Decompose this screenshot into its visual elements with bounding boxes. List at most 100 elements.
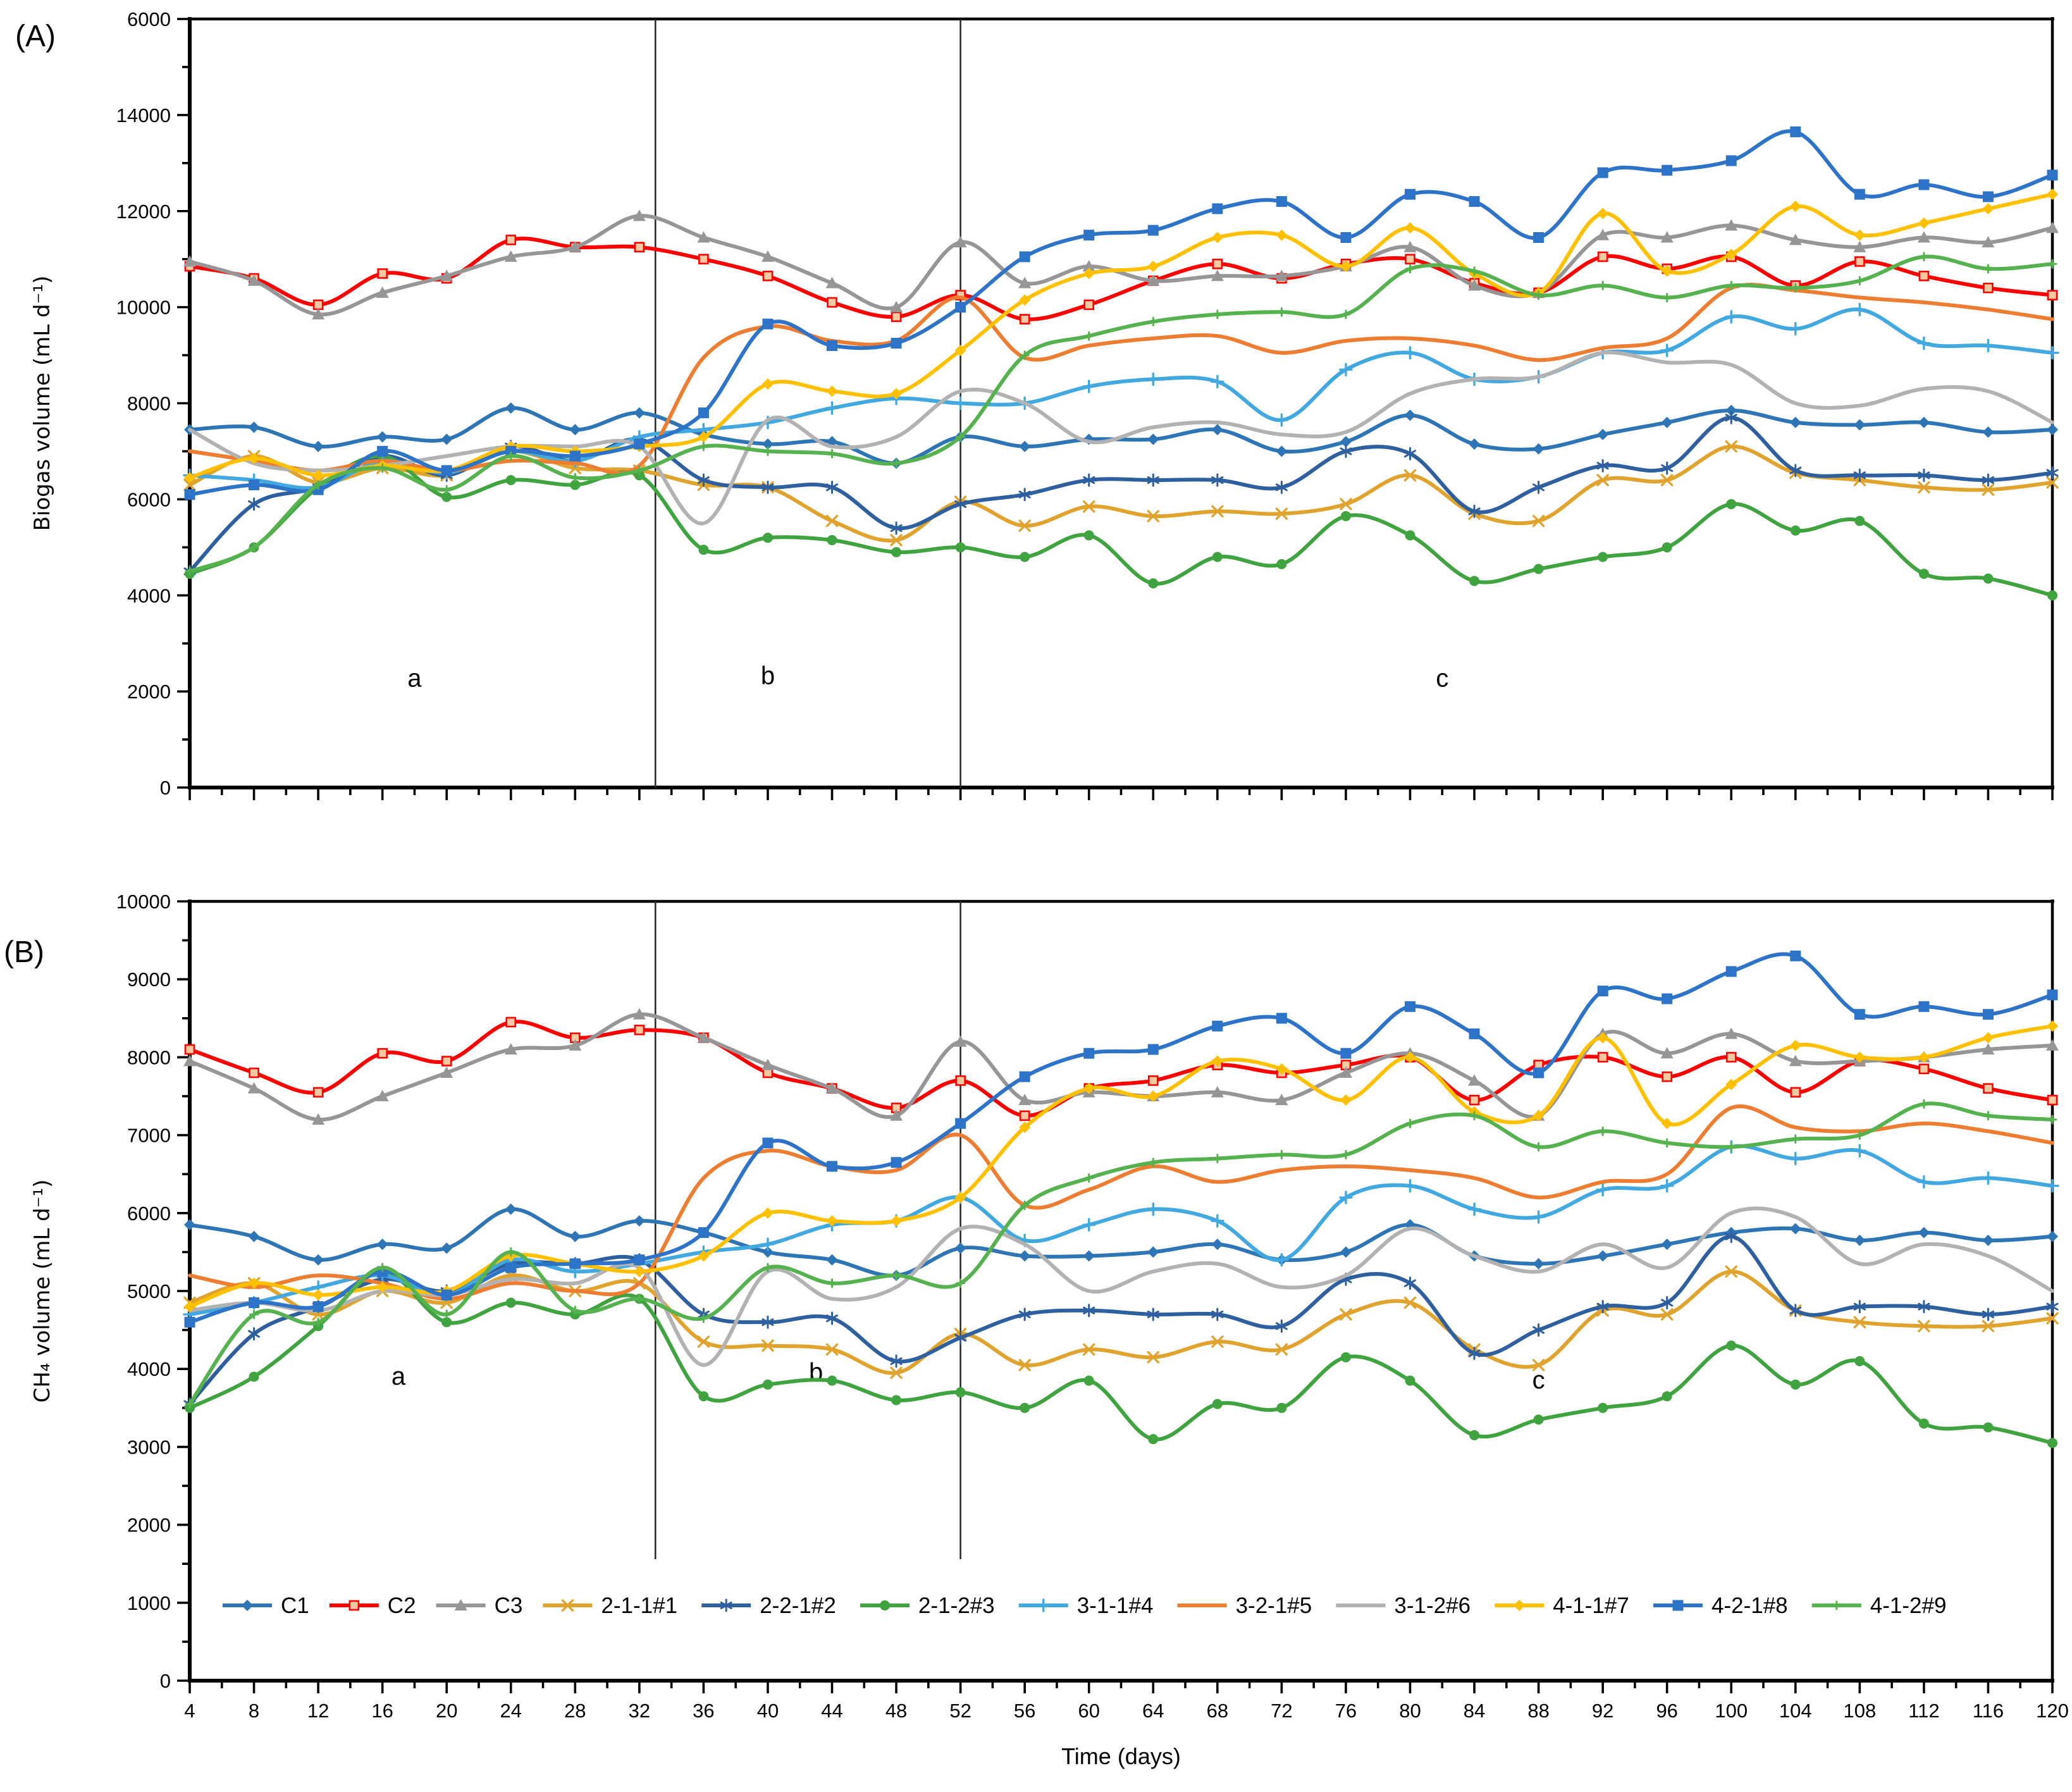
- y-tick-label: 0: [160, 1670, 171, 1692]
- x-tick-label: 40: [757, 1700, 779, 1722]
- series-4-2-1#8-line: [188, 952, 2054, 1325]
- legend-item-3-2-1#5: 3-2-1#5: [1177, 1593, 1312, 1618]
- y-tick-label: 4000: [127, 1358, 171, 1380]
- series-3-1-2#6: [188, 350, 2054, 526]
- y-tick-label: 2000: [127, 681, 171, 703]
- series-C2: [184, 1016, 2058, 1122]
- series-4-2-1#8: [184, 950, 2058, 1328]
- series-2-1-1#1-line: [188, 1270, 2054, 1375]
- x-tick-label: 84: [1464, 1700, 1485, 1722]
- x-tick-label: 116: [1973, 1700, 2004, 1722]
- legend-item-4-1-2#9: 4-1-2#9: [1811, 1593, 1946, 1618]
- series-4-1-2#9-line: [188, 254, 2054, 574]
- series-C3-line: [188, 1012, 2054, 1122]
- legend-label: C3: [495, 1593, 523, 1618]
- legend-item-3-1-1#4: 3-1-1#4: [1018, 1593, 1153, 1618]
- series-4-1-2#9: [185, 1099, 2057, 1409]
- legend-item-C2: C2: [329, 1593, 416, 1618]
- x-tick-label: 28: [564, 1700, 586, 1722]
- y-axis-ticks: 0 2000 4000 6000 8000 10000 12000 14000 6000: [116, 8, 190, 799]
- y-tick-label: 12000: [116, 201, 171, 223]
- legend-label: 3-1-2#6: [1394, 1593, 1471, 1618]
- panel-b-label: (B): [4, 936, 44, 969]
- series-2-1-2#3-line: [188, 1270, 2054, 1445]
- legend-label: 4-1-1#7: [1553, 1593, 1629, 1618]
- y-tick-label: 6000: [127, 488, 171, 510]
- x-tick-label: 76: [1335, 1700, 1357, 1722]
- series-C1-line: [188, 406, 2054, 466]
- legend-item-4-1-1#7: 4-1-1#7: [1495, 1593, 1629, 1618]
- x-tick-label: 24: [500, 1700, 522, 1722]
- series-C2-line: [188, 1020, 2054, 1118]
- panel-a-axes: [188, 17, 2054, 789]
- series-4-2-1#8-markers: [184, 950, 2058, 1328]
- series-4-1-2#9-markers: [185, 1099, 2057, 1409]
- series-3-1-2#6: [188, 1206, 2054, 1368]
- x-tick-label: 88: [1527, 1700, 1549, 1722]
- x-axis-ticks: [188, 788, 2054, 800]
- series-2-1-2#3: [185, 1266, 2057, 1449]
- x-tick-label: 100: [1715, 1700, 1748, 1722]
- x-axis-ticks: 4 8 12 16 20 24 28 32 36 40 44 48 52 56 60 64 68 72 76 80 84…: [184, 1681, 2069, 1722]
- legend-item-4-2-1#8: 4-2-1#8: [1653, 1593, 1788, 1618]
- series-3-2-1#5-line: [188, 283, 2054, 475]
- x-tick-label: 32: [629, 1700, 650, 1722]
- legend-item-C1: C1: [223, 1593, 309, 1618]
- legend-item-2-2-1#2: 2-2-1#2: [701, 1593, 836, 1618]
- x-axis-title: Time (days): [1061, 1743, 1181, 1769]
- legend-label: C2: [388, 1593, 416, 1618]
- series-C3-markers: [183, 209, 2059, 320]
- series-C1-line: [188, 1207, 2054, 1278]
- legend-label: C1: [281, 1593, 309, 1618]
- x-tick-label: 20: [436, 1700, 457, 1722]
- legend: C1 C2 C3 2-1-1#1 2-2-1#2 2-1-2#3 3-1-1#4 3-2-1#…: [223, 1593, 1946, 1618]
- x-tick-label: 104: [1779, 1700, 1812, 1722]
- series-2-2-1#2-line: [188, 1234, 2054, 1406]
- series-C1: [184, 402, 2058, 469]
- y-tick-label: 10000: [116, 297, 171, 319]
- legend-label: 2-1-1#1: [601, 1593, 677, 1618]
- legend-label: 4-2-1#8: [1711, 1593, 1788, 1618]
- y-axis-title: Biogas volume (mL d⁻¹): [30, 276, 55, 531]
- y-tick-label: 3000: [127, 1436, 171, 1458]
- x-tick-label: 52: [949, 1700, 971, 1722]
- series-3-2-1#5: [188, 1104, 2054, 1301]
- x-tick-label: 56: [1014, 1700, 1035, 1722]
- x-tick-label: 48: [885, 1700, 907, 1722]
- y-axis-ticks: 0 1000 2000 3000 4000 5000 6000 7000 8000 9000 100…: [116, 891, 190, 1692]
- y-tick-label: 8000: [127, 1046, 171, 1068]
- series-C2: [184, 235, 2058, 324]
- series-C3: [183, 1008, 2059, 1125]
- y-tick-label: 8000: [127, 393, 171, 415]
- series-3-2-1#5-line: [188, 1104, 2054, 1301]
- series-2-2-1#2: [183, 1230, 2059, 1411]
- legend-label: 2-2-1#2: [760, 1593, 836, 1618]
- series-C1-markers: [184, 402, 2058, 469]
- panel-a-label: (A): [15, 20, 56, 53]
- series-3-1-2#6-line: [188, 1206, 2054, 1368]
- y-tick-label: 4000: [127, 584, 171, 607]
- y-tick-label: 7000: [127, 1125, 171, 1147]
- y-tick-label: 6000: [127, 1202, 171, 1225]
- x-tick-label: 96: [1656, 1700, 1677, 1722]
- y-tick-label: 2000: [127, 1514, 171, 1536]
- series-4-1-1#7-line: [188, 1024, 2054, 1309]
- legend-item-3-1-2#6: 3-1-2#6: [1336, 1593, 1471, 1618]
- x-tick-label: 120: [2036, 1700, 2069, 1722]
- series-4-1-2#9: [185, 252, 2057, 576]
- x-tick-label: 72: [1271, 1700, 1292, 1722]
- x-tick-label: 36: [693, 1700, 714, 1722]
- phase-letter: a: [392, 1363, 406, 1390]
- legend-item-2-1-1#1: 2-1-1#1: [543, 1593, 677, 1618]
- series-4-1-2#9-markers: [185, 252, 2057, 576]
- y-tick-label: 5000: [127, 1280, 171, 1302]
- series-3-2-1#5: [188, 283, 2054, 475]
- series-3-1-2#6-line: [188, 350, 2054, 526]
- x-tick-label: 16: [371, 1700, 393, 1722]
- x-tick-label: 68: [1207, 1700, 1228, 1722]
- panel-a-chart: 0 2000 4000 6000 8000 10000 12000 14000 6000 Biog…: [30, 8, 2059, 800]
- x-tick-label: 8: [249, 1700, 259, 1722]
- series-4-2-1#8: [184, 126, 2058, 500]
- x-tick-label: 60: [1078, 1700, 1099, 1722]
